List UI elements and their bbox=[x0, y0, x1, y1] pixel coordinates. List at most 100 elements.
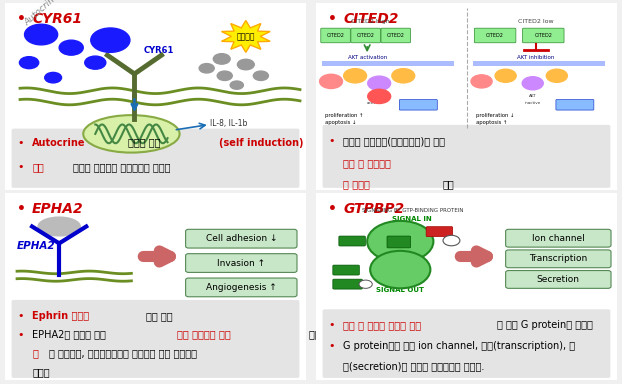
Text: 의 스위치: 의 스위치 bbox=[343, 179, 373, 189]
Text: IL-8, IL-1b: IL-8, IL-1b bbox=[210, 119, 247, 128]
Text: •: • bbox=[17, 329, 24, 339]
Text: proliferation ↑: proliferation ↑ bbox=[325, 113, 363, 118]
FancyBboxPatch shape bbox=[313, 1, 620, 192]
Circle shape bbox=[213, 54, 230, 64]
Text: •: • bbox=[17, 162, 24, 172]
Text: EPHA2: EPHA2 bbox=[17, 241, 55, 251]
Circle shape bbox=[443, 235, 460, 246]
Text: GPP: GPP bbox=[346, 238, 358, 243]
FancyBboxPatch shape bbox=[12, 300, 299, 378]
Text: 역할: 역할 bbox=[442, 179, 454, 189]
FancyBboxPatch shape bbox=[339, 236, 365, 246]
FancyBboxPatch shape bbox=[333, 265, 360, 275]
FancyBboxPatch shape bbox=[475, 28, 516, 43]
FancyBboxPatch shape bbox=[506, 250, 611, 268]
Circle shape bbox=[230, 81, 243, 89]
Text: P: P bbox=[364, 282, 367, 287]
Text: 염증유발: 염증유발 bbox=[236, 32, 255, 41]
Text: CYR61: CYR61 bbox=[144, 46, 174, 55]
Text: CITED2: CITED2 bbox=[486, 33, 504, 38]
Circle shape bbox=[217, 71, 232, 81]
FancyBboxPatch shape bbox=[556, 99, 594, 110]
FancyBboxPatch shape bbox=[323, 125, 610, 188]
Text: GFF: GFF bbox=[434, 229, 445, 234]
FancyBboxPatch shape bbox=[2, 191, 309, 382]
Text: apoptosis ↓: apoptosis ↓ bbox=[325, 121, 356, 126]
Circle shape bbox=[522, 77, 543, 90]
Text: 비(secretion)등 다양한 생명활동이 조절됨.: 비(secretion)등 다양한 생명활동이 조절됨. bbox=[343, 361, 485, 371]
FancyBboxPatch shape bbox=[333, 279, 363, 289]
Text: GTPBP2: GTPBP2 bbox=[343, 202, 404, 216]
Circle shape bbox=[370, 251, 430, 288]
Text: CITED2: CITED2 bbox=[343, 12, 399, 26]
FancyBboxPatch shape bbox=[185, 229, 297, 248]
Text: 으로서 작용: 으로서 작용 bbox=[128, 137, 164, 147]
FancyBboxPatch shape bbox=[12, 129, 299, 188]
Text: •: • bbox=[17, 202, 26, 216]
Text: GPP: GPP bbox=[340, 268, 352, 273]
FancyBboxPatch shape bbox=[387, 236, 411, 248]
Text: AKT: AKT bbox=[369, 94, 378, 98]
FancyBboxPatch shape bbox=[399, 99, 437, 110]
Circle shape bbox=[24, 24, 58, 45]
Circle shape bbox=[368, 89, 391, 104]
Text: AKT: AKT bbox=[529, 94, 537, 98]
Text: Angiogenesis ↑: Angiogenesis ↑ bbox=[206, 283, 277, 292]
FancyBboxPatch shape bbox=[522, 28, 564, 43]
FancyBboxPatch shape bbox=[506, 229, 611, 247]
Text: (self induction): (self induction) bbox=[219, 137, 303, 147]
FancyBboxPatch shape bbox=[2, 1, 309, 192]
Text: P: P bbox=[450, 238, 453, 243]
Text: •: • bbox=[328, 136, 335, 146]
FancyBboxPatch shape bbox=[313, 191, 620, 382]
Text: CITED2 low: CITED2 low bbox=[518, 19, 554, 24]
Text: apoptosis ↑: apoptosis ↑ bbox=[476, 121, 507, 126]
Text: 증식 및 자가사멸: 증식 및 자가사멸 bbox=[343, 158, 391, 168]
Text: 이: 이 bbox=[32, 348, 38, 358]
Text: Autocrine: Autocrine bbox=[32, 137, 86, 147]
Circle shape bbox=[253, 71, 269, 81]
Circle shape bbox=[238, 59, 254, 70]
Text: CITED2: CITED2 bbox=[534, 33, 552, 38]
Circle shape bbox=[471, 75, 492, 88]
Text: EPHA2가 조절될 경우: EPHA2가 조절될 경우 bbox=[32, 329, 109, 339]
Text: SIGNAL OUT: SIGNAL OUT bbox=[376, 287, 424, 293]
Circle shape bbox=[91, 28, 130, 52]
Text: G protein으로 인해 ion channel, 전사(transcription), 분: G protein으로 인해 ion channel, 전사(transcrip… bbox=[343, 341, 575, 351]
Circle shape bbox=[344, 69, 366, 83]
Text: Secretion: Secretion bbox=[537, 275, 580, 284]
Text: •: • bbox=[17, 12, 26, 26]
Text: active: active bbox=[367, 101, 379, 105]
Circle shape bbox=[199, 64, 214, 73]
Text: •: • bbox=[17, 311, 24, 321]
Text: inactive: inactive bbox=[524, 101, 541, 105]
Circle shape bbox=[392, 69, 415, 83]
Text: Cell adhesion ↓: Cell adhesion ↓ bbox=[205, 234, 277, 243]
Text: AKT inhibition: AKT inhibition bbox=[517, 55, 554, 60]
Circle shape bbox=[368, 76, 391, 90]
Text: Transcription: Transcription bbox=[529, 254, 587, 263]
FancyBboxPatch shape bbox=[351, 28, 381, 43]
Circle shape bbox=[45, 73, 62, 83]
Circle shape bbox=[320, 74, 343, 89]
Circle shape bbox=[367, 221, 434, 262]
Text: CITED2: CITED2 bbox=[356, 33, 374, 38]
Text: •: • bbox=[328, 320, 335, 330]
Text: Autocrine: Autocrine bbox=[23, 0, 62, 27]
FancyBboxPatch shape bbox=[185, 278, 297, 297]
Text: 염증: 염증 bbox=[32, 162, 44, 172]
Text: EPHA2: EPHA2 bbox=[32, 202, 84, 216]
Text: Ephrin 수용체: Ephrin 수용체 bbox=[32, 311, 89, 321]
FancyBboxPatch shape bbox=[185, 254, 297, 272]
Text: GPP: GPP bbox=[341, 281, 354, 286]
Circle shape bbox=[495, 69, 516, 82]
Text: 하여,: 하여, bbox=[309, 329, 327, 339]
Text: 기여함: 기여함 bbox=[32, 367, 50, 377]
Text: AKT activation: AKT activation bbox=[348, 55, 387, 60]
Text: 반응을 유도하여 만성폐렵에 기여함: 반응을 유도하여 만성폐렵에 기여함 bbox=[73, 162, 170, 172]
Text: 암의 전: 암의 전 bbox=[348, 329, 369, 339]
Ellipse shape bbox=[38, 217, 80, 236]
FancyBboxPatch shape bbox=[321, 28, 350, 43]
Text: •: • bbox=[328, 12, 337, 26]
Ellipse shape bbox=[83, 115, 180, 152]
